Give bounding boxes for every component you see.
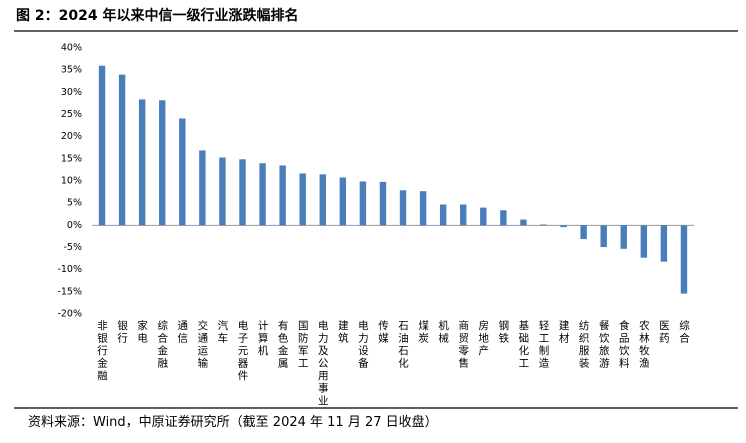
bar [299,173,306,226]
bar [359,181,367,226]
x-tick-label: 综合 [678,319,690,345]
bar [520,219,527,226]
bar [419,191,427,226]
x-tick-label: 纺织服装 [578,319,590,370]
x-tick-label: 轻工制造 [538,319,550,370]
x-tick-label: 汽车 [216,319,228,345]
x-tick-label: 基础化工 [517,319,529,370]
y-tick-label: 30% [61,87,82,98]
bar [379,181,387,226]
bar [339,177,347,226]
x-tick-label: 电力及公用事业 [317,319,329,407]
bar [159,100,166,226]
x-tick-label: 食品饮料 [618,319,630,370]
bar [600,225,607,248]
bar [259,163,266,226]
x-tick-label: 建材 [558,319,570,345]
x-tick-label: 家电 [136,319,148,345]
bar [500,210,507,226]
x-tick-label: 建筑 [337,319,349,345]
y-tick-label: 10% [61,176,82,187]
y-tick-label: 15% [61,153,82,164]
x-tick-label: 通信 [176,320,188,345]
bar [138,99,146,226]
bar [199,150,206,226]
y-tick-label: -10% [57,264,82,275]
y-tick-label: 0% [67,220,82,231]
bar [460,204,467,226]
bar [319,174,326,226]
x-tick-label: 商贸零售 [457,319,469,370]
x-tick-label: 医药 [658,320,670,345]
bar [620,225,627,249]
source-note: 资料来源：Wind，中原证券研究所（截至 2024 年 11 月 27 日收盘） [28,414,438,430]
x-tick-label: 有色金属 [277,319,289,370]
y-tick-label: 35% [61,65,82,76]
chart-title: 图 2：2024 年以来中信一级行业涨跌幅排名 [16,7,298,24]
bar [279,165,286,226]
y-tick-label: -5% [64,242,83,253]
x-tick-label: 餐饮旅游 [598,319,610,370]
bar [680,225,688,294]
bar [580,225,587,240]
y-tick-label: 20% [61,131,82,142]
x-tick-label: 交通运输 [196,319,208,370]
bar [439,204,447,226]
x-tick-label: 银行 [116,319,128,345]
x-tick-label: 传媒 [377,320,389,345]
x-tick-label: 非银行金融 [96,320,108,383]
bar [540,224,547,226]
bar [98,65,106,226]
x-tick-label: 计算机 [257,319,269,357]
bar [560,225,567,228]
x-tick-label: 农林牧渔 [638,319,650,370]
x-tick-label: 石油石化 [397,320,409,370]
x-tick-label: 电力设备 [357,319,369,370]
y-tick-label: 5% [67,198,82,209]
x-tick-label: 综合金融 [156,319,168,370]
x-tick-label: 电子元器件 [237,319,249,382]
bar [239,159,246,226]
y-tick-label: -20% [57,309,82,320]
bar [660,225,668,262]
y-tick-label: -15% [57,286,82,297]
bar [640,225,648,258]
x-tick-label: 钢铁 [497,319,509,345]
bar [118,74,126,226]
x-tick-label: 机械 [437,319,449,345]
x-tick-label: 煤炭 [417,319,429,345]
bar [219,157,226,226]
bar [399,190,407,226]
y-tick-label: 25% [61,109,82,120]
x-tick-label: 房地产 [477,319,489,357]
x-tick-label: 国防军工 [297,320,309,370]
bar [480,207,487,226]
bar [179,118,186,226]
y-tick-label: 40% [61,43,82,54]
